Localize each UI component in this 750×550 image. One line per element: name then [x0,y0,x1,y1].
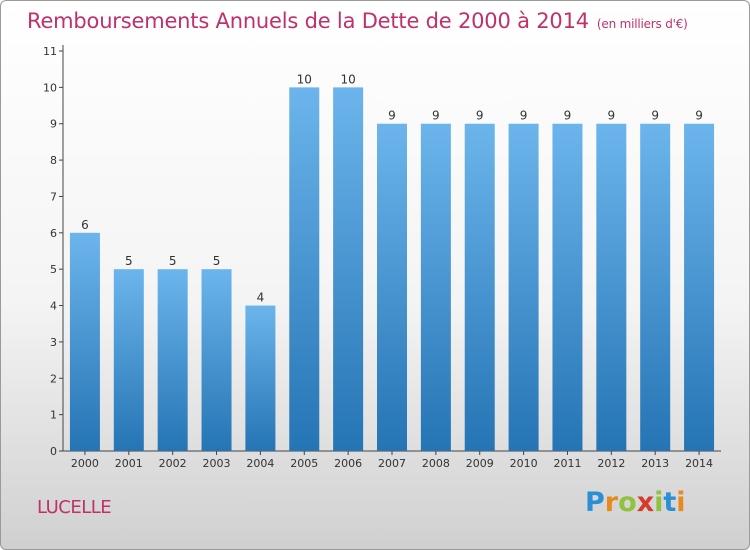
x-tick-label: 2009 [466,457,494,470]
data-label: 9 [520,109,528,123]
x-tick-label: 2008 [422,457,450,470]
y-tick-label: 2 [50,372,57,385]
bar [508,123,539,452]
x-tick-label: 2006 [334,457,362,470]
data-label: 6 [81,218,89,232]
x-tick-label: 2001 [115,457,143,470]
bar [69,232,100,451]
data-label: 9 [476,109,484,123]
x-tick-label: 2013 [641,457,669,470]
y-tick-label: 4 [50,300,57,313]
title-text: Remboursements Annuels de la Dette de 20… [27,9,589,33]
data-label: 9 [388,109,396,123]
x-tick-label: 2014 [685,457,713,470]
data-label: 9 [564,109,572,123]
y-tick-label: 10 [43,81,57,94]
y-tick-label: 6 [50,227,57,240]
x-tick-label: 2010 [510,457,538,470]
logo-letter: i [654,487,664,518]
y-tick-label: 7 [50,190,57,203]
data-label: 9 [432,109,440,123]
logo-letter: o [618,487,637,518]
bar [552,123,583,452]
data-label: 10 [297,72,312,86]
y-tick-label: 1 [50,409,57,422]
bars [69,87,715,452]
axes: 0 1 2 3 4 5 6 7 8 9 10 11 2000 2001 2002 2003 2004 2005 20… [43,45,721,470]
commune-name: LUCELLE [37,497,112,518]
y-tick-label: 11 [43,45,57,58]
y-tick-label: 9 [50,118,57,131]
y-tick-label: 3 [50,336,57,349]
bar [464,123,495,452]
bar [245,305,276,451]
bar [596,123,627,452]
data-label: 5 [169,254,177,268]
bar [113,269,144,451]
x-tick-label: 2007 [378,457,406,470]
bar [377,123,407,452]
data-labels: 6 5 5 5 4 10 10 9 9 9 9 9 9 9 9 [81,72,703,304]
logo-letter: i [676,487,686,518]
logo-letter: t [663,487,677,518]
x-tick-label: 2012 [597,457,625,470]
proxiti-logo: Proxiti [585,487,686,518]
data-label: 5 [213,254,221,268]
bar [157,269,188,451]
data-label: 4 [257,291,265,305]
x-tick-label: 2005 [290,457,318,470]
data-label: 9 [695,109,703,123]
chart-title: Remboursements Annuels de la Dette de 20… [27,9,688,33]
logo-letter: x [636,487,655,518]
y-tick-label: 8 [50,154,57,167]
bar [201,269,232,451]
x-tick-label: 2000 [71,457,99,470]
bar [333,87,364,451]
unit-note: (en milliers d'€) [596,17,688,31]
bar [684,123,715,452]
data-label: 9 [608,109,616,123]
data-label: 10 [340,72,355,86]
x-tick-label: 2011 [553,457,581,470]
logo-letter: r [604,487,619,518]
x-tick-label: 2004 [246,457,274,470]
data-label: 9 [651,109,659,123]
y-tick-label: 0 [50,445,57,458]
bar [640,123,671,452]
x-tick-label: 2002 [159,457,187,470]
bar [420,123,451,452]
x-tick-label: 2003 [203,457,231,470]
bar [289,87,320,451]
data-label: 5 [125,254,133,268]
y-tick-label: 5 [50,263,57,276]
logo-letter: P [585,487,605,518]
